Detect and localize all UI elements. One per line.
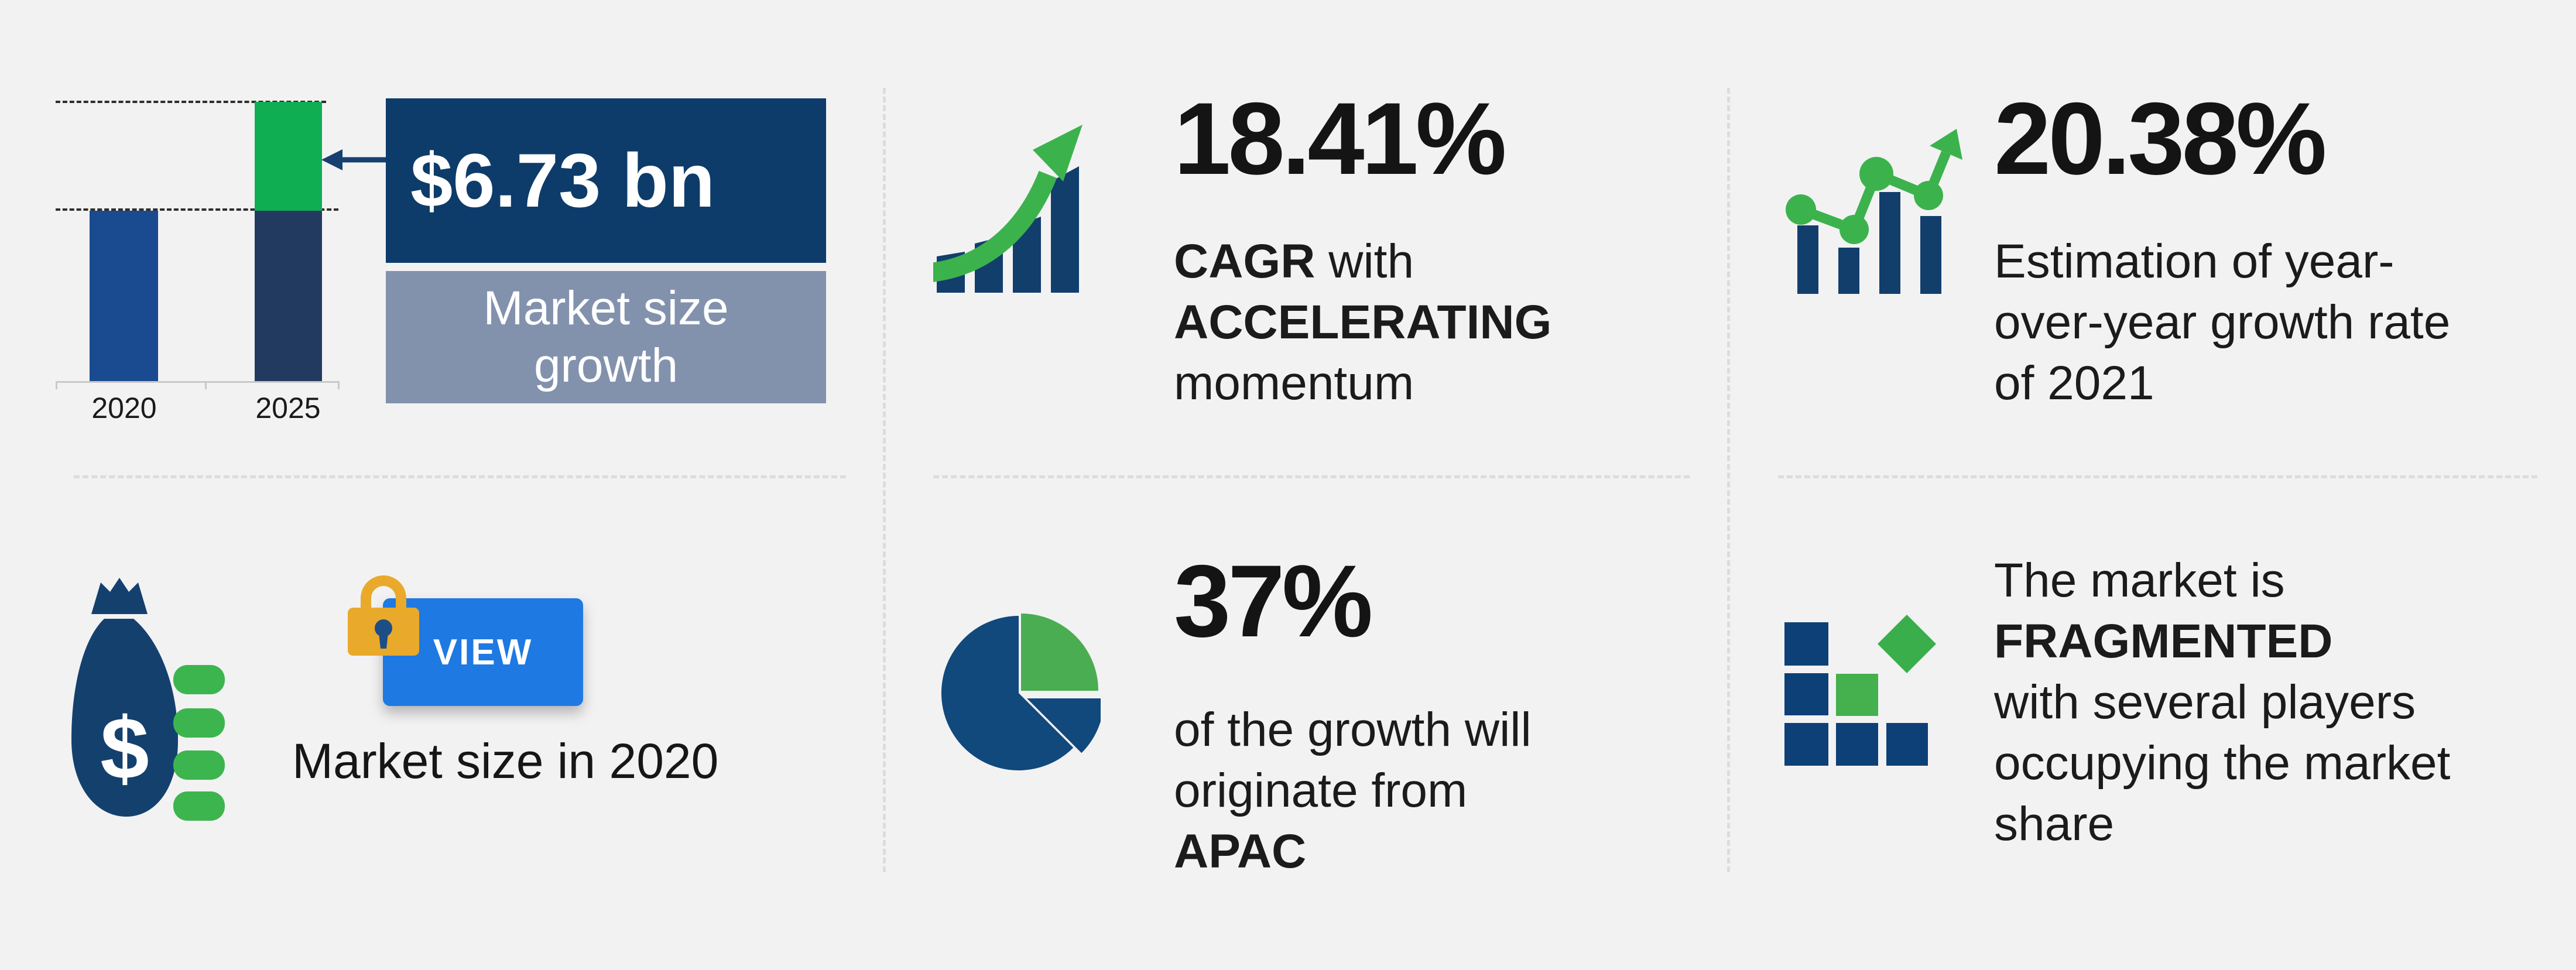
horizontal-divider-middle xyxy=(933,475,1690,478)
label-line-2: growth xyxy=(533,339,679,392)
horizontal-divider-right xyxy=(1778,475,2537,478)
money-bag-icon: $ xyxy=(71,578,225,821)
coin-stack xyxy=(173,665,225,821)
fragmented-market-icon xyxy=(1784,615,1936,766)
bar-2020 xyxy=(90,211,158,382)
text-line: The market is xyxy=(1994,554,2285,607)
axis-label-2025: 2025 xyxy=(255,392,321,424)
yoy-stat-value: 20.38% xyxy=(1994,82,2327,196)
vertical-divider-1 xyxy=(883,88,886,872)
left-arrow-icon xyxy=(321,149,387,170)
apac-stat-text: of the growth will originate from APAC xyxy=(1174,700,1532,882)
bar-2025-growth-segment xyxy=(255,102,322,211)
market-growth-value-box: $6.73 bn xyxy=(386,98,826,263)
text-line: of the growth will xyxy=(1174,703,1532,756)
text-line: originate from xyxy=(1174,764,1468,817)
line-chart-icon xyxy=(1786,129,1962,294)
axis-tick xyxy=(205,381,207,389)
text-line: CAGR with xyxy=(1174,235,1414,288)
text-line: APAC xyxy=(1174,825,1307,878)
pie-chart-icon xyxy=(941,613,1101,770)
lock-icon xyxy=(348,575,419,656)
horizontal-divider-left xyxy=(74,475,846,478)
fragmented-text: The market is FRAGMENTED with several pl… xyxy=(1994,550,2450,855)
locked-caption: Market size in 2020 xyxy=(292,734,719,789)
growth-arrow-icon xyxy=(933,125,1083,293)
x-axis xyxy=(56,381,340,383)
yoy-stat-text: Estimation of year- over-year growth rat… xyxy=(1994,231,2450,414)
text-line: with several players xyxy=(1994,676,2416,729)
reference-line-2020-top xyxy=(56,208,338,211)
text-line: occupying the market xyxy=(1994,736,2451,790)
axis-tick xyxy=(56,381,57,389)
market-growth-label-box: Market size growth xyxy=(386,271,826,403)
text-line: share xyxy=(1994,797,2115,851)
text-line: of 2021 xyxy=(1994,357,2154,410)
reference-line-2025-top xyxy=(56,101,326,103)
vertical-divider-2 xyxy=(1727,88,1730,872)
cagr-stat-text: CAGR with ACCELERATING momentum xyxy=(1174,231,1551,414)
cagr-stat-value: 18.41% xyxy=(1174,82,1507,196)
text-line: Estimation of year- xyxy=(1994,235,2395,288)
text-line: momentum xyxy=(1174,357,1414,410)
text-line: ACCELERATING xyxy=(1174,296,1552,349)
axis-tick xyxy=(338,381,340,389)
text-line: FRAGMENTED xyxy=(1994,615,2333,668)
axis-label-2020: 2020 xyxy=(91,392,157,424)
dollar-sign: $ xyxy=(100,699,149,797)
bar-2025-base-segment xyxy=(255,211,322,382)
text-line: over-year growth rate xyxy=(1994,296,2451,349)
label-line-1: Market size xyxy=(483,282,729,335)
apac-stat-value: 37% xyxy=(1174,544,1373,659)
